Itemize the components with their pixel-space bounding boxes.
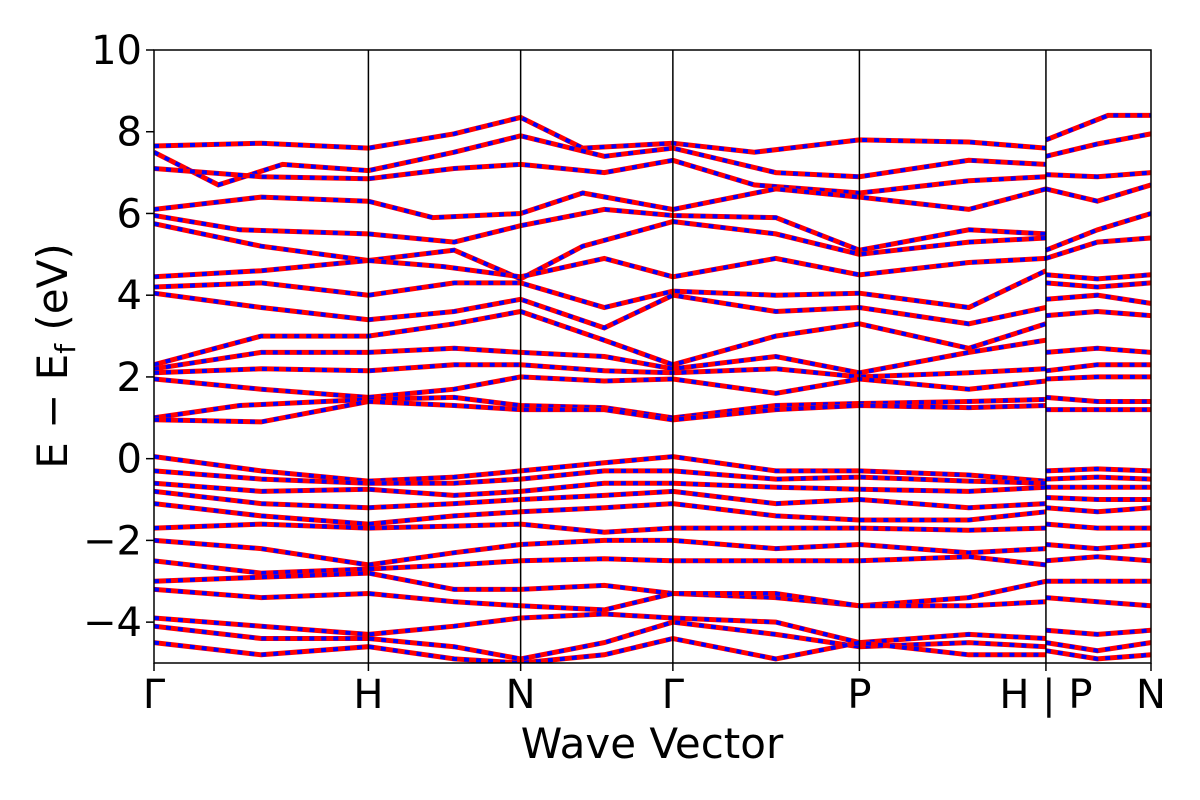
y-tick-label: −2 xyxy=(83,518,142,564)
band-line-dashed xyxy=(154,115,1047,155)
band-line-dashed xyxy=(154,554,1047,576)
band-line-dashed xyxy=(1045,628,1151,637)
y-tick-label: 2 xyxy=(117,355,142,401)
y-tick-label: 10 xyxy=(91,28,142,74)
band-line-solid xyxy=(1044,112,1151,143)
plot-frame xyxy=(153,49,1152,664)
band-line-dashed xyxy=(154,501,1047,527)
band-line-solid xyxy=(154,521,1046,535)
x-tick-label: N xyxy=(506,672,536,718)
y-axis: 10 8 6 4 2 0 −2 −4 xyxy=(83,28,154,646)
band-line-solid xyxy=(154,114,1047,155)
band-line-dashed xyxy=(154,291,1047,331)
y-tick-label: 4 xyxy=(117,273,142,319)
band-line-dashed xyxy=(154,395,1046,420)
x-tick-label: Γ xyxy=(662,672,685,718)
band-line-dashed xyxy=(154,399,1046,424)
y-axis-label-unit: (eV) xyxy=(28,243,77,344)
band-line-dashed xyxy=(1045,522,1151,531)
y-axis-label-main: E − E xyxy=(28,354,77,469)
band-line-dashed xyxy=(154,454,1047,484)
band-line-solid xyxy=(154,468,1046,486)
band-line-solid xyxy=(154,635,1046,663)
x-axis-label: Wave Vector xyxy=(521,719,784,768)
band-line-solid xyxy=(1044,211,1151,253)
band-line-dashed xyxy=(154,362,1047,379)
band-line-solid xyxy=(154,268,1047,311)
band-line-solid xyxy=(154,554,1047,576)
x-tick-label: H | P xyxy=(999,672,1092,718)
band-line-dashed xyxy=(154,133,1047,188)
y-tick-label: −4 xyxy=(83,600,142,646)
band-line-dashed xyxy=(1045,595,1151,608)
band-line-dashed xyxy=(1045,182,1151,204)
band-line-dashed xyxy=(154,587,1047,612)
band-line-dashed xyxy=(1045,131,1151,159)
band-line-dashed xyxy=(1045,293,1151,306)
band-lines xyxy=(154,112,1151,663)
y-axis-label-sub: f xyxy=(49,343,82,354)
band-line-dashed xyxy=(154,207,1047,253)
band-line-dashed xyxy=(154,158,1047,196)
band-line-solid xyxy=(154,480,1047,498)
x-tick-label: N xyxy=(1136,672,1166,718)
x-tick-label: Γ xyxy=(143,672,166,718)
band-line-dashed xyxy=(1045,648,1151,661)
y-tick-label: 8 xyxy=(117,110,142,156)
band-line-dashed xyxy=(1045,640,1151,653)
band-line-dashed xyxy=(154,219,1047,282)
band-line-dashed xyxy=(1045,554,1151,563)
x-axis: Γ H N Γ P H | P N xyxy=(143,663,1166,718)
band-line-solid xyxy=(1045,235,1151,261)
band-line-dashed xyxy=(154,309,1047,367)
band-line-dashed xyxy=(154,571,1047,608)
band-line-dashed xyxy=(1045,272,1151,281)
y-tick-label: 6 xyxy=(117,191,142,237)
x-tick-label: P xyxy=(847,672,871,718)
band-line-dashed xyxy=(1045,505,1151,514)
band-line-dashed xyxy=(1045,280,1151,290)
band-line-solid xyxy=(154,362,1047,380)
x-tick-label: H xyxy=(353,672,383,718)
y-tick-label: 0 xyxy=(117,437,142,483)
band-line-dashed xyxy=(154,338,1047,375)
band-line-dashed xyxy=(1045,495,1151,502)
band-line-dashed xyxy=(154,489,1047,510)
band-line-dashed xyxy=(1045,542,1151,551)
band-line-dashed xyxy=(154,186,1047,220)
band-line-dashed xyxy=(1045,475,1151,482)
band-line-dashed xyxy=(1045,170,1151,179)
band-line-dashed xyxy=(1045,395,1151,404)
band-line-dashed xyxy=(1045,346,1151,355)
band-line-dashed xyxy=(154,611,1047,645)
band-line-dashed xyxy=(1045,466,1151,473)
band-line-dashed xyxy=(1045,374,1151,381)
band-line-dashed xyxy=(1045,362,1151,373)
band-line-solid xyxy=(154,255,1047,280)
band-line-dashed xyxy=(1045,309,1151,318)
band-line-dashed xyxy=(154,538,1047,567)
band-line-dashed xyxy=(154,374,1047,400)
high-symmetry-lines xyxy=(367,50,1047,663)
band-line-dashed xyxy=(154,522,1046,535)
y-axis-label: E − Ef (eV) xyxy=(28,243,82,469)
